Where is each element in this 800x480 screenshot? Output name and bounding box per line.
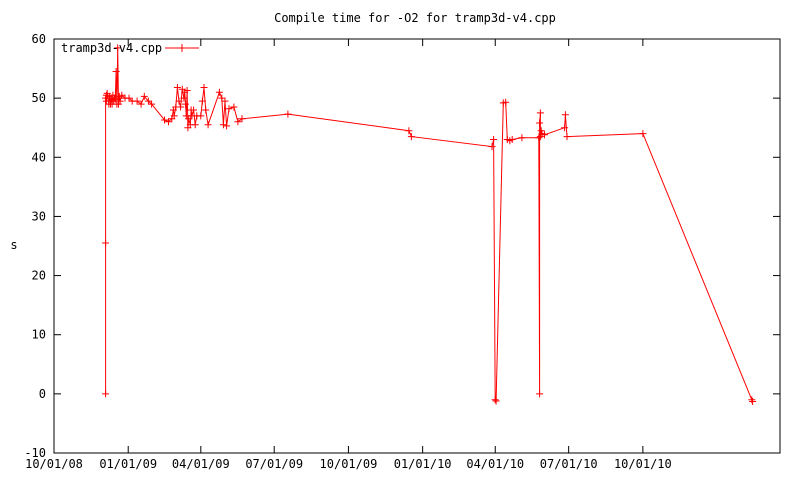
data-point — [284, 110, 292, 118]
data-point — [491, 396, 499, 404]
data-point — [639, 130, 647, 138]
data-point — [407, 133, 415, 141]
data-point — [536, 109, 544, 117]
y-tick-label: 40 — [32, 150, 46, 164]
data-point — [563, 133, 571, 141]
data-point — [492, 397, 500, 405]
data-point — [561, 111, 569, 119]
y-tick-label: -10 — [24, 446, 46, 460]
data-point — [165, 118, 172, 126]
x-tick-label: 01/01/09 — [99, 457, 157, 471]
data-point — [102, 390, 110, 398]
data-point — [191, 121, 199, 129]
data-point — [111, 94, 118, 102]
data-point — [202, 106, 210, 114]
legend-label: tramp3d-v4.cpp — [61, 41, 162, 55]
data-point — [148, 100, 156, 108]
data-point — [535, 134, 543, 142]
x-tick-label: 04/01/09 — [172, 457, 230, 471]
data-point — [230, 103, 238, 111]
x-tick-label: 01/01/10 — [394, 457, 452, 471]
data-point — [173, 84, 181, 91]
y-tick-label: 50 — [32, 91, 46, 105]
data-point — [183, 87, 191, 94]
x-tick-label: 10/01/09 — [320, 457, 378, 471]
data-point — [115, 100, 122, 108]
data-point — [109, 91, 117, 99]
data-point — [537, 127, 545, 135]
y-tick-label: 0 — [39, 387, 46, 401]
data-point — [405, 127, 413, 135]
data-point — [223, 122, 231, 130]
x-tick-label: 10/01/10 — [614, 457, 672, 471]
data-point — [185, 115, 193, 123]
chart-title: Compile time for -O2 for tramp3d-v4.cpp — [274, 11, 556, 25]
data-point — [170, 112, 178, 120]
data-point — [488, 143, 496, 151]
data-point — [175, 97, 183, 105]
data-point — [102, 91, 110, 99]
data-point — [749, 398, 757, 405]
data-point — [200, 84, 208, 91]
data-point — [508, 136, 516, 143]
data-point — [218, 94, 226, 102]
data-point — [748, 396, 756, 404]
data-point — [219, 121, 227, 129]
data-point — [182, 100, 189, 108]
data-point — [238, 115, 246, 123]
data-point — [102, 239, 110, 247]
y-tick-label: 60 — [32, 32, 46, 46]
data-point — [541, 131, 548, 139]
data-point — [234, 118, 242, 126]
data-point — [225, 105, 233, 113]
data-point — [125, 94, 133, 102]
data-point — [198, 97, 206, 105]
y-tick-label: 30 — [32, 209, 46, 223]
plot-frame — [53, 38, 781, 454]
legend: tramp3d-v4.cpp — [61, 41, 199, 55]
data-point — [204, 121, 212, 129]
data-point — [561, 124, 569, 132]
data-point — [197, 112, 205, 120]
data-point — [112, 68, 120, 75]
data-point — [106, 92, 114, 100]
data-point — [215, 88, 223, 96]
data-point — [536, 133, 544, 141]
data-point — [111, 95, 119, 103]
data-point — [114, 44, 122, 52]
data-point — [490, 136, 498, 143]
x-tick-label: 04/01/10 — [466, 457, 524, 471]
data-point — [144, 97, 152, 105]
data-point — [518, 134, 526, 142]
data-point — [116, 97, 124, 105]
axis-ticks: -10 0 10 20 30 40 50 60 10/01/08 01/01/09 04/01/09… — [24, 32, 780, 471]
data-point — [140, 92, 148, 100]
data-point — [110, 97, 118, 105]
legend-marker — [178, 44, 186, 52]
data-point — [137, 100, 145, 108]
y-tick-label: 10 — [32, 328, 46, 342]
data-point — [180, 94, 188, 102]
y-axis-label: s — [10, 238, 17, 252]
x-tick-label: 07/01/09 — [245, 457, 303, 471]
y-tick-label: 20 — [32, 269, 46, 283]
data-point — [190, 106, 198, 114]
data-point — [118, 91, 126, 99]
x-tick-label: 07/01/10 — [540, 457, 598, 471]
data-point — [536, 119, 544, 127]
x-tick-label: 10/01/08 — [25, 457, 83, 471]
series-layer — [102, 44, 757, 405]
data-point — [177, 103, 185, 111]
data-point — [221, 97, 229, 105]
data-point — [133, 97, 141, 105]
data-point — [536, 390, 544, 398]
data-point — [502, 98, 510, 106]
data-point — [161, 116, 168, 124]
